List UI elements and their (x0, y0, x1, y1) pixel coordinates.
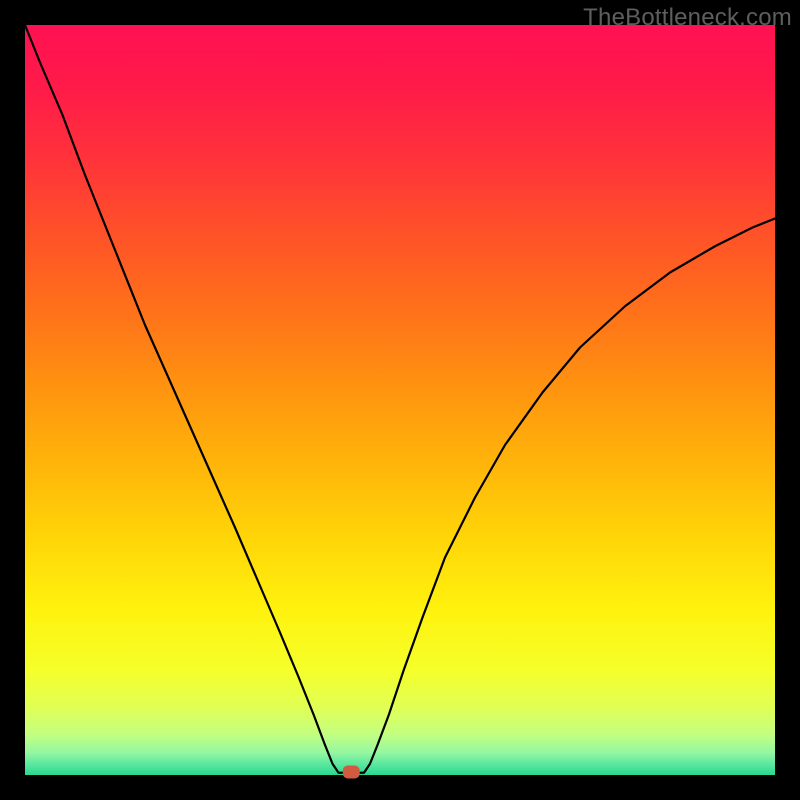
chart-svg (0, 0, 800, 800)
chart-stage: TheBottleneck.com (0, 0, 800, 800)
